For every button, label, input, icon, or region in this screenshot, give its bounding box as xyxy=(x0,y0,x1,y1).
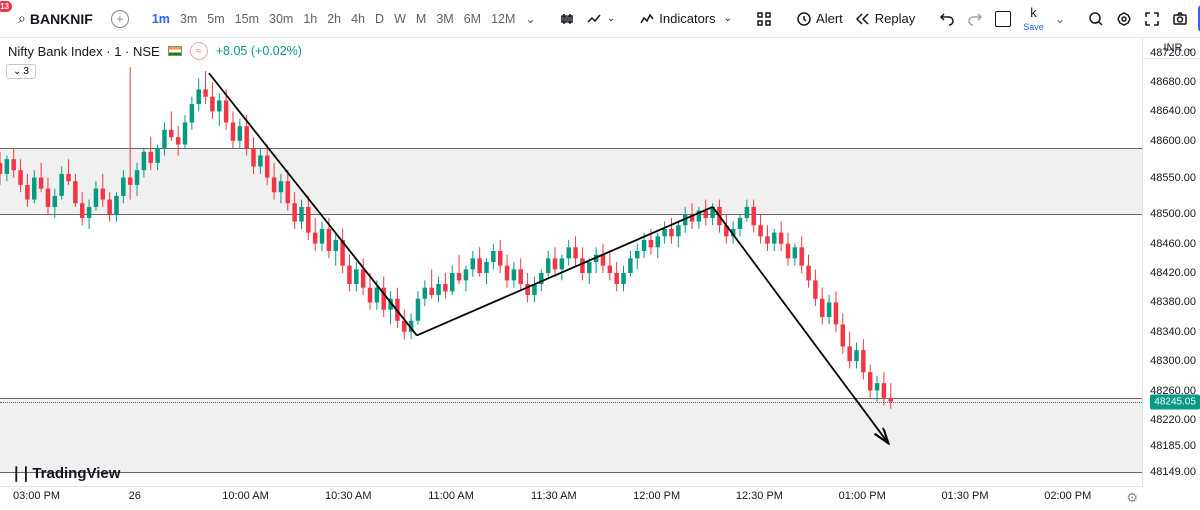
x-axis-label: 11:30 AM xyxy=(531,490,577,502)
chart-main[interactable]: ⌄ 3 TradingView xyxy=(0,38,1142,486)
top-toolbar: 13 ⌕ BANKNIF + 1m3m5m15m30m1h2h4hDWM3M6M… xyxy=(0,0,1200,38)
y-axis-label: 48380.00 xyxy=(1150,296,1196,308)
symbol-title: Nifty Bank Index · 1 · NSE xyxy=(8,44,160,59)
layout-button[interactable] xyxy=(989,7,1017,31)
timeframe-4h[interactable]: 4h xyxy=(346,8,370,30)
quick-search-button[interactable] xyxy=(1082,7,1110,31)
y-axis[interactable]: INR⌄ 48720.0048680.0048640.0048600.00485… xyxy=(1142,38,1200,486)
y-axis-label: 48185.00 xyxy=(1150,440,1196,452)
search-icon: ⌕ xyxy=(18,10,26,27)
candlestick-chart xyxy=(0,38,1142,486)
timeframe-12M[interactable]: 12M xyxy=(486,8,520,30)
timeframe-5m[interactable]: 5m xyxy=(202,8,229,30)
y-axis-label: 48340.00 xyxy=(1150,326,1196,338)
timeframe-group: 1m3m5m15m30m1h2h4hDWM3M6M12M xyxy=(147,8,521,30)
y-axis-label: 48600.00 xyxy=(1150,135,1196,147)
timeframe-W[interactable]: W xyxy=(389,8,411,30)
timeframe-6M[interactable]: 6M xyxy=(459,8,486,30)
gear-icon[interactable]: ⚙ xyxy=(1126,490,1138,506)
square-icon xyxy=(995,11,1011,27)
compare-icon[interactable]: ≈ xyxy=(190,42,208,60)
timeframe-2h[interactable]: 2h xyxy=(322,8,346,30)
y-axis-label: 48460.00 xyxy=(1150,238,1196,250)
flag-icon xyxy=(168,46,182,56)
redo-button[interactable] xyxy=(961,7,989,31)
x-axis-label: 01:00 PM xyxy=(839,490,886,502)
plus-icon: + xyxy=(111,10,129,28)
price-change: +8.05 (+0.02%) xyxy=(216,44,302,58)
x-axis-label: 03:00 PM xyxy=(13,490,60,502)
symbol-search[interactable]: ⌕ BANKNIF xyxy=(12,6,105,31)
timeframe-dropdown[interactable]: ⌄ xyxy=(520,7,540,30)
timeframe-M[interactable]: M xyxy=(411,8,431,30)
timeframe-D[interactable]: D xyxy=(370,8,389,30)
timeframe-3M[interactable]: 3M xyxy=(431,8,458,30)
settings-button[interactable] xyxy=(1110,7,1138,31)
templates-button[interactable] xyxy=(750,7,778,31)
save-button[interactable]: kSave xyxy=(1017,2,1050,36)
indicators-button[interactable]: Indicators⌄ xyxy=(633,7,738,31)
y-axis-label: 48680.00 xyxy=(1150,76,1196,88)
x-axis-label: 12:30 PM xyxy=(736,490,783,502)
y-axis-label: 48420.00 xyxy=(1150,267,1196,279)
logo-badge: 13 xyxy=(0,1,12,12)
candle-style-button[interactable] xyxy=(553,7,581,31)
tradingview-logo: TradingView xyxy=(10,464,120,482)
timeframe-1m[interactable]: 1m xyxy=(147,8,175,30)
symbol-text: BANKNIF xyxy=(30,11,93,27)
symbol-header: Nifty Bank Index · 1 · NSE ≈ +8.05 (+0.0… xyxy=(8,42,302,60)
x-axis-label: 10:00 AM xyxy=(222,490,268,502)
x-axis-label: 01:30 PM xyxy=(941,490,988,502)
y-axis-label: 48500.00 xyxy=(1150,208,1196,220)
undo-button[interactable] xyxy=(933,7,961,31)
timeframe-30m[interactable]: 30m xyxy=(264,8,298,30)
timeframe-1h[interactable]: 1h xyxy=(298,8,322,30)
x-axis-label: 26 xyxy=(129,490,141,502)
x-axis-label: 11:00 AM xyxy=(428,490,474,502)
snapshot-button[interactable] xyxy=(1166,7,1194,31)
chart-area: ⌄ 3 TradingView INR⌄ 48720.0048680.00486… xyxy=(0,38,1200,510)
x-axis-label: 02:00 PM xyxy=(1044,490,1091,502)
y-axis-label: 48300.00 xyxy=(1150,355,1196,367)
y-axis-label: 48149.00 xyxy=(1150,466,1196,478)
x-axis-label: 12:00 PM xyxy=(633,490,680,502)
add-symbol-button[interactable]: + xyxy=(105,6,135,32)
line-style-button[interactable]: ⌄ xyxy=(581,7,621,31)
chart-settings-dropdown[interactable]: ⌄ 3 xyxy=(6,64,36,79)
replay-button[interactable]: Replay xyxy=(849,7,921,31)
y-axis-label: 48220.00 xyxy=(1150,414,1196,426)
x-axis[interactable]: ⚙ 03:00 PM 26 10:00 AM 10:30 AM 11:00 AM 11:3… xyxy=(0,486,1142,510)
x-axis-label: 10:30 AM xyxy=(325,490,371,502)
timeframe-15m[interactable]: 15m xyxy=(230,8,264,30)
timeframe-3m[interactable]: 3m xyxy=(175,8,202,30)
y-axis-label: 48640.00 xyxy=(1150,105,1196,117)
y-axis-label: 48550.00 xyxy=(1150,172,1196,184)
y-axis-label: 48720.00 xyxy=(1150,47,1196,59)
save-dropdown[interactable]: ⌄ xyxy=(1050,7,1070,30)
last-price-tag: 48245.05 xyxy=(1150,394,1200,409)
fullscreen-button[interactable] xyxy=(1138,7,1166,31)
alert-button[interactable]: Alert xyxy=(790,7,849,31)
